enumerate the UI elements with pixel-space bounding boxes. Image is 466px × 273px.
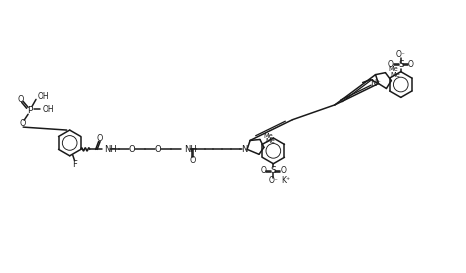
Text: O: O <box>388 60 394 69</box>
Text: Me: Me <box>265 138 274 144</box>
Text: O: O <box>190 156 196 165</box>
Text: O: O <box>20 119 27 128</box>
Text: O: O <box>281 166 286 175</box>
Text: O⁻: O⁻ <box>268 176 278 185</box>
Text: O⁻: O⁻ <box>396 50 406 59</box>
Text: O: O <box>17 95 23 104</box>
Text: S: S <box>398 60 404 69</box>
Text: F: F <box>72 160 77 169</box>
Text: O: O <box>129 145 136 154</box>
Text: Me: Me <box>388 66 398 72</box>
Text: N⁺: N⁺ <box>370 79 381 88</box>
Text: O: O <box>408 60 414 69</box>
Text: OH: OH <box>38 92 50 101</box>
Text: K⁺: K⁺ <box>281 176 290 185</box>
Text: Me: Me <box>391 72 400 78</box>
Text: NH: NH <box>184 145 197 154</box>
Text: OH: OH <box>43 105 55 114</box>
Text: P: P <box>27 106 33 115</box>
Text: Me: Me <box>263 132 273 138</box>
Text: S: S <box>270 166 276 175</box>
Text: O: O <box>155 145 161 154</box>
Text: O: O <box>96 134 103 143</box>
Text: NH: NH <box>104 145 117 154</box>
Text: O: O <box>260 166 267 175</box>
Text: N: N <box>241 145 247 154</box>
